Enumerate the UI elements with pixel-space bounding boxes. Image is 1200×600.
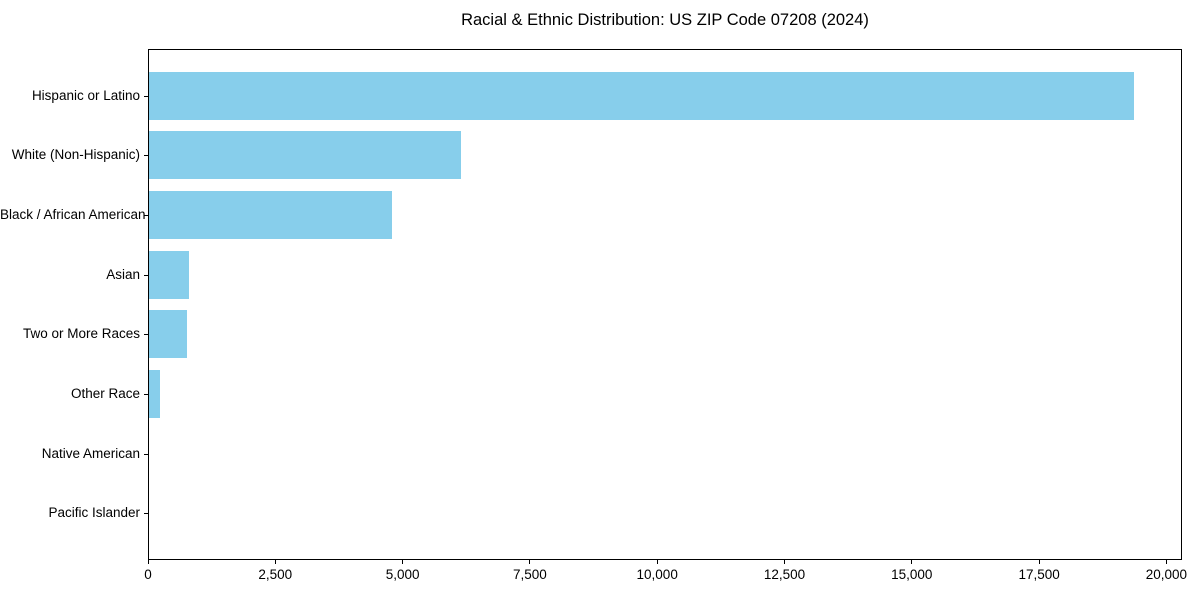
y-tick-mark <box>144 513 148 514</box>
x-tick-label: 2,500 <box>258 567 293 582</box>
bar <box>149 131 461 180</box>
y-tick-label: Other Race <box>70 385 140 401</box>
y-tick-label: Native American <box>41 445 140 461</box>
y-tick-mark <box>144 275 148 276</box>
x-tick-mark <box>147 560 149 564</box>
x-tick-label: 15,000 <box>891 567 933 582</box>
y-tick-label: White (Non-Hispanic) <box>11 147 140 163</box>
y-tick-label: Black / African American <box>0 207 146 223</box>
x-tick-label: 10,000 <box>636 567 678 582</box>
x-tick-mark <box>1038 560 1040 564</box>
x-tick-mark <box>529 560 531 564</box>
bar <box>149 250 190 299</box>
bar <box>149 191 393 240</box>
y-tick-label: Asian <box>106 266 140 282</box>
plot-area <box>148 49 1182 560</box>
x-tick-mark <box>1165 560 1167 564</box>
x-tick-mark <box>656 560 658 564</box>
y-tick-mark <box>144 334 148 335</box>
x-tick-label: 5,000 <box>385 567 420 582</box>
x-tick-label: 17,500 <box>1018 567 1060 582</box>
bar <box>149 369 161 418</box>
x-tick-mark <box>274 560 276 564</box>
x-tick-label: 0 <box>144 567 152 582</box>
bar <box>149 310 187 359</box>
y-tick-mark <box>144 155 148 156</box>
x-tick-label: 12,500 <box>763 567 806 582</box>
y-tick-mark <box>144 394 148 395</box>
bar <box>149 71 1134 120</box>
y-tick-label: Pacific Islander <box>48 505 140 521</box>
y-tick-mark <box>144 215 148 216</box>
x-tick-label: 7,500 <box>512 567 547 582</box>
chart-title: Racial & Ethnic Distribution: US ZIP Cod… <box>461 11 869 29</box>
x-tick-mark <box>402 560 404 564</box>
y-tick-mark <box>144 96 148 97</box>
y-tick-mark <box>144 454 148 455</box>
y-tick-label: Hispanic or Latino <box>31 87 140 103</box>
x-tick-mark <box>784 560 785 564</box>
y-tick-label: Two or More Races <box>22 326 140 342</box>
x-tick-label: 20,000 <box>1145 567 1188 582</box>
x-tick-mark <box>911 560 913 564</box>
